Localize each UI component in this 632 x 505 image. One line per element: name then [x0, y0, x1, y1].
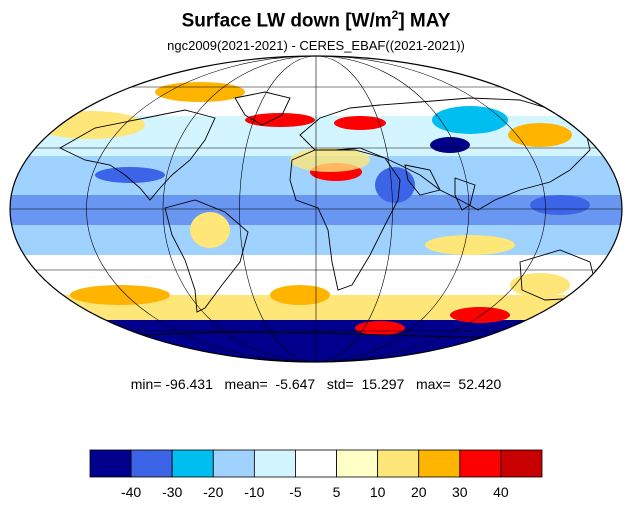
- colorbar-tick-label: -20: [203, 484, 223, 500]
- lon-line-45: [239, 56, 393, 362]
- patch-middle-east-cold: [430, 137, 470, 153]
- colorbar: -40 -30 -20 -10 -5 5 10 20 30 40: [89, 449, 543, 500]
- patch-atlantic-cold: [95, 167, 165, 183]
- colorbar-tick-label: 5: [333, 484, 341, 500]
- colorbar-tick-label: -30: [162, 484, 182, 500]
- statistics-line: min= -96.431 mean= -5.647 std= 15.297 ma…: [130, 376, 502, 392]
- colorbar-tick-label: 10: [370, 484, 386, 500]
- coast-north-america: [59, 109, 216, 201]
- patch-europe-red: [334, 116, 386, 130]
- lon-line-135: [86, 56, 546, 362]
- coast-eurasia: [299, 97, 591, 211]
- patch-east-asia-warm: [508, 123, 572, 147]
- patch-south-america-warm: [190, 212, 230, 248]
- coast-greenland: [234, 91, 291, 126]
- patch-greenland-red: [245, 113, 315, 127]
- colorbar-tick-label: 20: [411, 484, 427, 500]
- patch-sahara-warm: [290, 148, 370, 172]
- patch-east-africa-cold: [375, 167, 415, 203]
- title-prefix: Surface LW down [W/m: [181, 10, 392, 32]
- patch-south-pacific-warm: [70, 285, 170, 305]
- coast-south-america: [164, 199, 249, 313]
- plot-title: Surface LW down [W/m2] MAY: [0, 8, 632, 32]
- patch-australia-south-red: [450, 307, 510, 323]
- coast-india: [454, 177, 476, 211]
- plot-subtitle: ngc2009(2021-2021) - CERES_EBAF((2021-20…: [167, 38, 465, 53]
- colorbar-swatch: [336, 449, 379, 478]
- patch-southern-red: [355, 321, 405, 335]
- patch-australia-warm: [510, 273, 570, 297]
- title-suffix: ] MAY: [398, 10, 451, 32]
- colorbar-tick-label: 30: [452, 484, 468, 500]
- colorbar-swatch: [500, 449, 543, 478]
- colorbar-swatch: [253, 449, 296, 478]
- patch-indian-ocean-warm: [425, 235, 515, 255]
- colorbar-swatch: [171, 449, 214, 478]
- patch-south-atlantic-warm: [270, 285, 330, 305]
- colorbar-swatch: [459, 449, 502, 478]
- colorbar-swatch: [89, 449, 132, 478]
- colorbar-swatch: [130, 449, 173, 478]
- patch-north-pacific-warm: [35, 111, 145, 139]
- colorbar-swatch: [295, 449, 337, 478]
- colorbar-swatch: [418, 449, 461, 478]
- colorbar-tick-label: -10: [244, 484, 264, 500]
- colorbar-tick-label: -5: [289, 484, 302, 500]
- colorbar-tick-label: -40: [121, 484, 141, 500]
- title-superscript: 2: [391, 8, 399, 22]
- patch-west-pacific-cold: [530, 195, 590, 215]
- lon-line-90: [162, 56, 470, 362]
- colorbar-swatch: [212, 449, 255, 478]
- difference-map: [9, 55, 623, 363]
- coast-arabia: [404, 164, 441, 196]
- patch-siberia-cold: [432, 106, 508, 134]
- colorbar-tick-label: 40: [493, 484, 509, 500]
- globe-border: [9, 55, 623, 363]
- colorbar-swatch: [377, 449, 420, 478]
